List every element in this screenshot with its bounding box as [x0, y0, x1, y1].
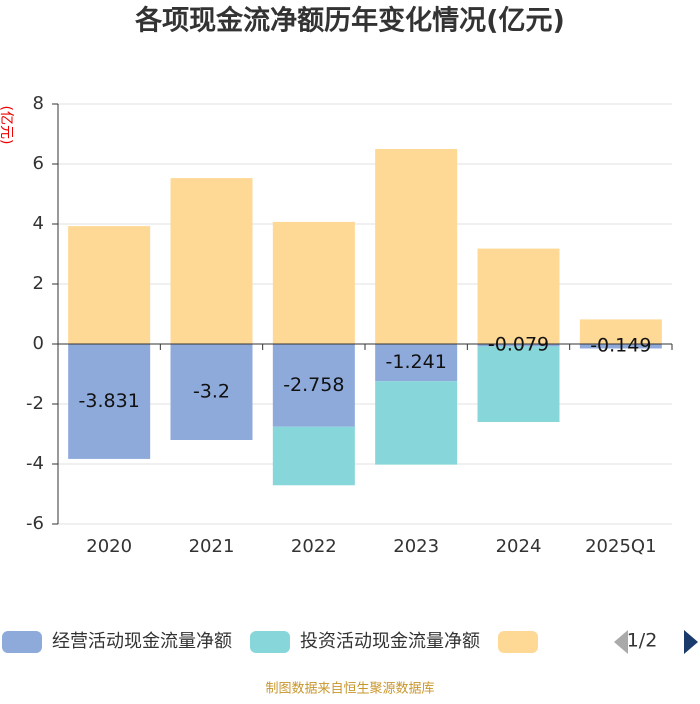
bar [579, 319, 662, 344]
bar [170, 178, 253, 344]
x-tick-label: 2021 [189, 536, 235, 557]
y-tick-label: -2 [26, 393, 44, 414]
bar [68, 344, 151, 459]
chart-title: 各项现金流净额历年变化情况(亿元) [134, 5, 565, 37]
legend-swatch [2, 631, 42, 653]
data-label: -3.2 [193, 381, 230, 403]
bar [272, 344, 355, 427]
legend-page: 1/2 [627, 630, 658, 652]
y-tick-label: 2 [33, 273, 44, 294]
bar [579, 344, 662, 349]
x-tick-label: 2020 [86, 536, 132, 557]
x-tick-label: 2024 [496, 536, 542, 557]
x-tick-label: 2022 [291, 536, 337, 557]
y-tick-label: 0 [33, 333, 44, 354]
data-label: -1.241 [386, 351, 447, 373]
y-axis-label: (亿元) [0, 106, 14, 145]
bar [477, 344, 560, 347]
bar [170, 344, 253, 440]
legend-swatch [498, 631, 538, 653]
legend-swatch [250, 631, 290, 653]
y-tick-label: -6 [26, 513, 44, 534]
x-tick-label: 2023 [393, 536, 439, 557]
y-tick-label: -4 [26, 453, 44, 474]
bar [272, 426, 355, 486]
bar [68, 226, 151, 344]
source-note: 制图数据来自恒生聚源数据库 [265, 681, 434, 697]
bar [375, 149, 458, 344]
data-label: -2.758 [283, 374, 344, 396]
y-tick-label: 4 [33, 213, 44, 234]
data-label: -0.079 [488, 334, 549, 356]
bar [477, 346, 560, 422]
legend-prev[interactable] [614, 630, 628, 654]
bar [375, 381, 458, 465]
x-tick-label: 2025Q1 [585, 536, 656, 557]
legend-label: 经营活动现金流量净额 [52, 631, 232, 652]
y-tick-label: 6 [33, 153, 44, 174]
legend-label: 投资活动现金流量净额 [300, 631, 480, 652]
bar [375, 344, 458, 382]
legend-next[interactable] [684, 630, 698, 654]
y-tick-label: 8 [33, 93, 44, 114]
data-label: -0.149 [590, 335, 651, 357]
bar [477, 248, 560, 344]
bar [272, 221, 355, 344]
data-label: -3.831 [79, 390, 140, 412]
